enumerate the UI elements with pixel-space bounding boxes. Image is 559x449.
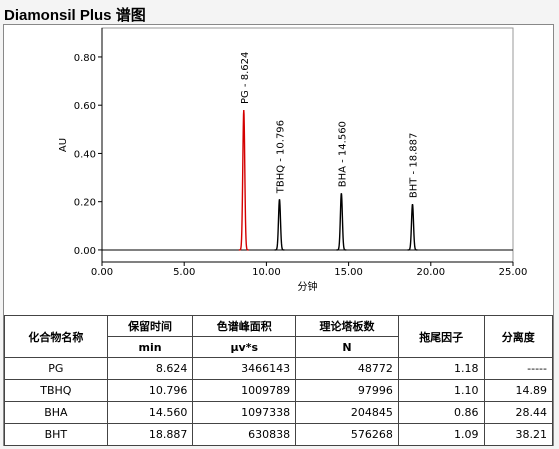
header-cell: 拖尾因子 [397,315,485,358]
y-tick-label: 0.80 [74,53,96,64]
x-tick-label: 10.00 [252,267,281,278]
y-tick-label: 0.20 [74,198,96,209]
peak-label: TBHQ - 10.796 [275,120,286,194]
table-cell: 8.624 [106,357,194,380]
table-cell: 1.10 [397,379,485,402]
table-cell: 576268 [295,423,399,446]
table-row: PG 8.624 3466143 48772 1.18 ----- [4,357,553,380]
header-cell: 理论塔板数 [295,315,399,337]
x-axis-label: 分钟 [298,280,318,293]
table-cell: 0.86 [397,401,485,424]
peak-label: BHA - 14.560 [337,121,348,187]
x-tick-label: 20.00 [416,267,445,278]
peak [274,199,285,251]
header-cell: min [106,336,194,358]
peak [407,203,418,251]
chart: 0.00 0.20 0.40 0.60 0.80 0.00 5.00 10.00 15.00 20… [58,27,528,293]
table-cell: PG [4,357,108,380]
results-table: 化合物名称 保留时间 色谱峰面积 理论塔板数 拖尾因子 分离度 min μv*s N PG 8.62… [4,315,553,446]
header-row: 化合物名称 保留时间 色谱峰面积 理论塔板数 拖尾因子 分离度 [4,315,553,358]
peak [238,109,249,251]
table-cell: TBHQ [4,379,108,402]
table-cell: 1097338 [192,401,297,424]
peak [336,193,347,251]
table-cell: ----- [483,357,553,380]
header-cell: 保留时间 [106,315,194,337]
header-cell: 色谱峰面积 [192,315,297,337]
peak-label: PG - 8.624 [240,52,251,104]
table-cell: 97996 [295,379,399,402]
table-cell: 28.44 [483,401,553,424]
y-tick-label: 0.60 [74,101,96,112]
table-cell: 1009789 [192,379,297,402]
x-tick-label: 5.00 [173,267,195,278]
table-cell: 14.560 [106,401,194,424]
y-tick-label: 0.00 [74,246,96,257]
table-row: BHT 18.887 630838 576268 1.09 38.21 [4,423,553,446]
header-row: min μv*s N [5,336,553,358]
table-cell: BHT [4,423,108,446]
table-cell: 14.89 [483,379,553,402]
header-cell: 分离度 [483,315,553,358]
table-cell: BHA [4,401,108,424]
table-cell: 10.796 [106,379,194,402]
header-cell: 化合物名称 [4,315,108,358]
table-row: BHA 14.560 1097338 204845 0.86 28.44 [4,401,553,424]
table-cell: 18.887 [106,423,194,446]
x-tick-label: 15.00 [334,267,363,278]
table-cell: 630838 [192,423,297,446]
page-title: Diamonsil Plus 谱图 [4,7,146,24]
peak-label: BHT - 18.887 [409,133,420,198]
header-cell: N [295,336,399,358]
table-cell: 38.21 [483,423,553,446]
table-cell: 1.18 [397,357,485,380]
table-cell: 204845 [295,401,399,424]
table-cell: 48772 [295,357,399,380]
table-cell: 1.09 [397,423,485,446]
plot-area [101,27,514,263]
header-cell: μv*s [192,336,297,358]
x-tick-label: 0.00 [91,267,113,278]
table-row: TBHQ 10.796 1009789 97996 1.10 14.89 [4,379,553,402]
y-tick-label: 0.40 [74,149,96,160]
y-axis-label: AU [58,138,69,152]
x-tick-label: 25.00 [499,267,528,278]
table-cell: 3466143 [192,357,297,380]
